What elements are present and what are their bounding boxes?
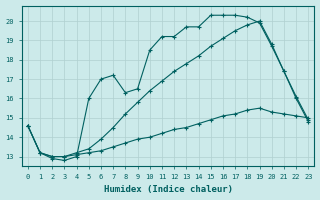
X-axis label: Humidex (Indice chaleur): Humidex (Indice chaleur) bbox=[104, 185, 233, 194]
